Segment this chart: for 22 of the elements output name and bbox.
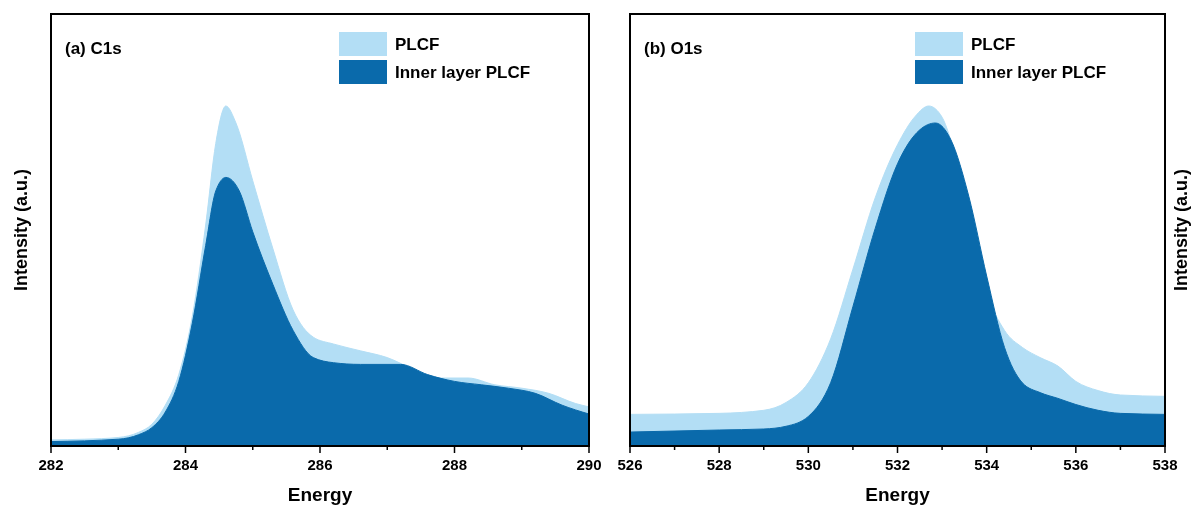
chart-title: (a) C1s <box>65 39 122 58</box>
x-tick-label: 528 <box>706 456 732 473</box>
x-tick-label: 534 <box>974 456 1000 473</box>
chart-title: (b) O1s <box>644 39 703 58</box>
x-tick-label: 290 <box>576 456 602 473</box>
legend-label: PLCF <box>971 35 1016 54</box>
x-tick-label: 538 <box>1152 456 1178 473</box>
x-tick-label: 284 <box>172 456 199 473</box>
x-tick-label: 536 <box>1063 456 1089 473</box>
legend-label: Inner layer PLCF <box>395 63 531 82</box>
x-tick-label: 532 <box>884 456 911 473</box>
x-axis-title: Energy <box>287 484 353 505</box>
x-tick-label: 526 <box>617 456 643 473</box>
y-axis-title: Intensity (a.u.) <box>1171 168 1191 292</box>
y-axis-title: Intensity (a.u.) <box>11 168 31 292</box>
legend-label: Inner layer PLCF <box>971 63 1107 82</box>
x-tick-label: 282 <box>38 456 64 473</box>
legend-label: PLCF <box>395 35 440 54</box>
x-axis-title: Energy <box>865 484 931 505</box>
x-tick-label: 530 <box>795 456 821 473</box>
x-tick-label: 288 <box>441 456 468 473</box>
x-tick-label: 286 <box>307 456 333 473</box>
